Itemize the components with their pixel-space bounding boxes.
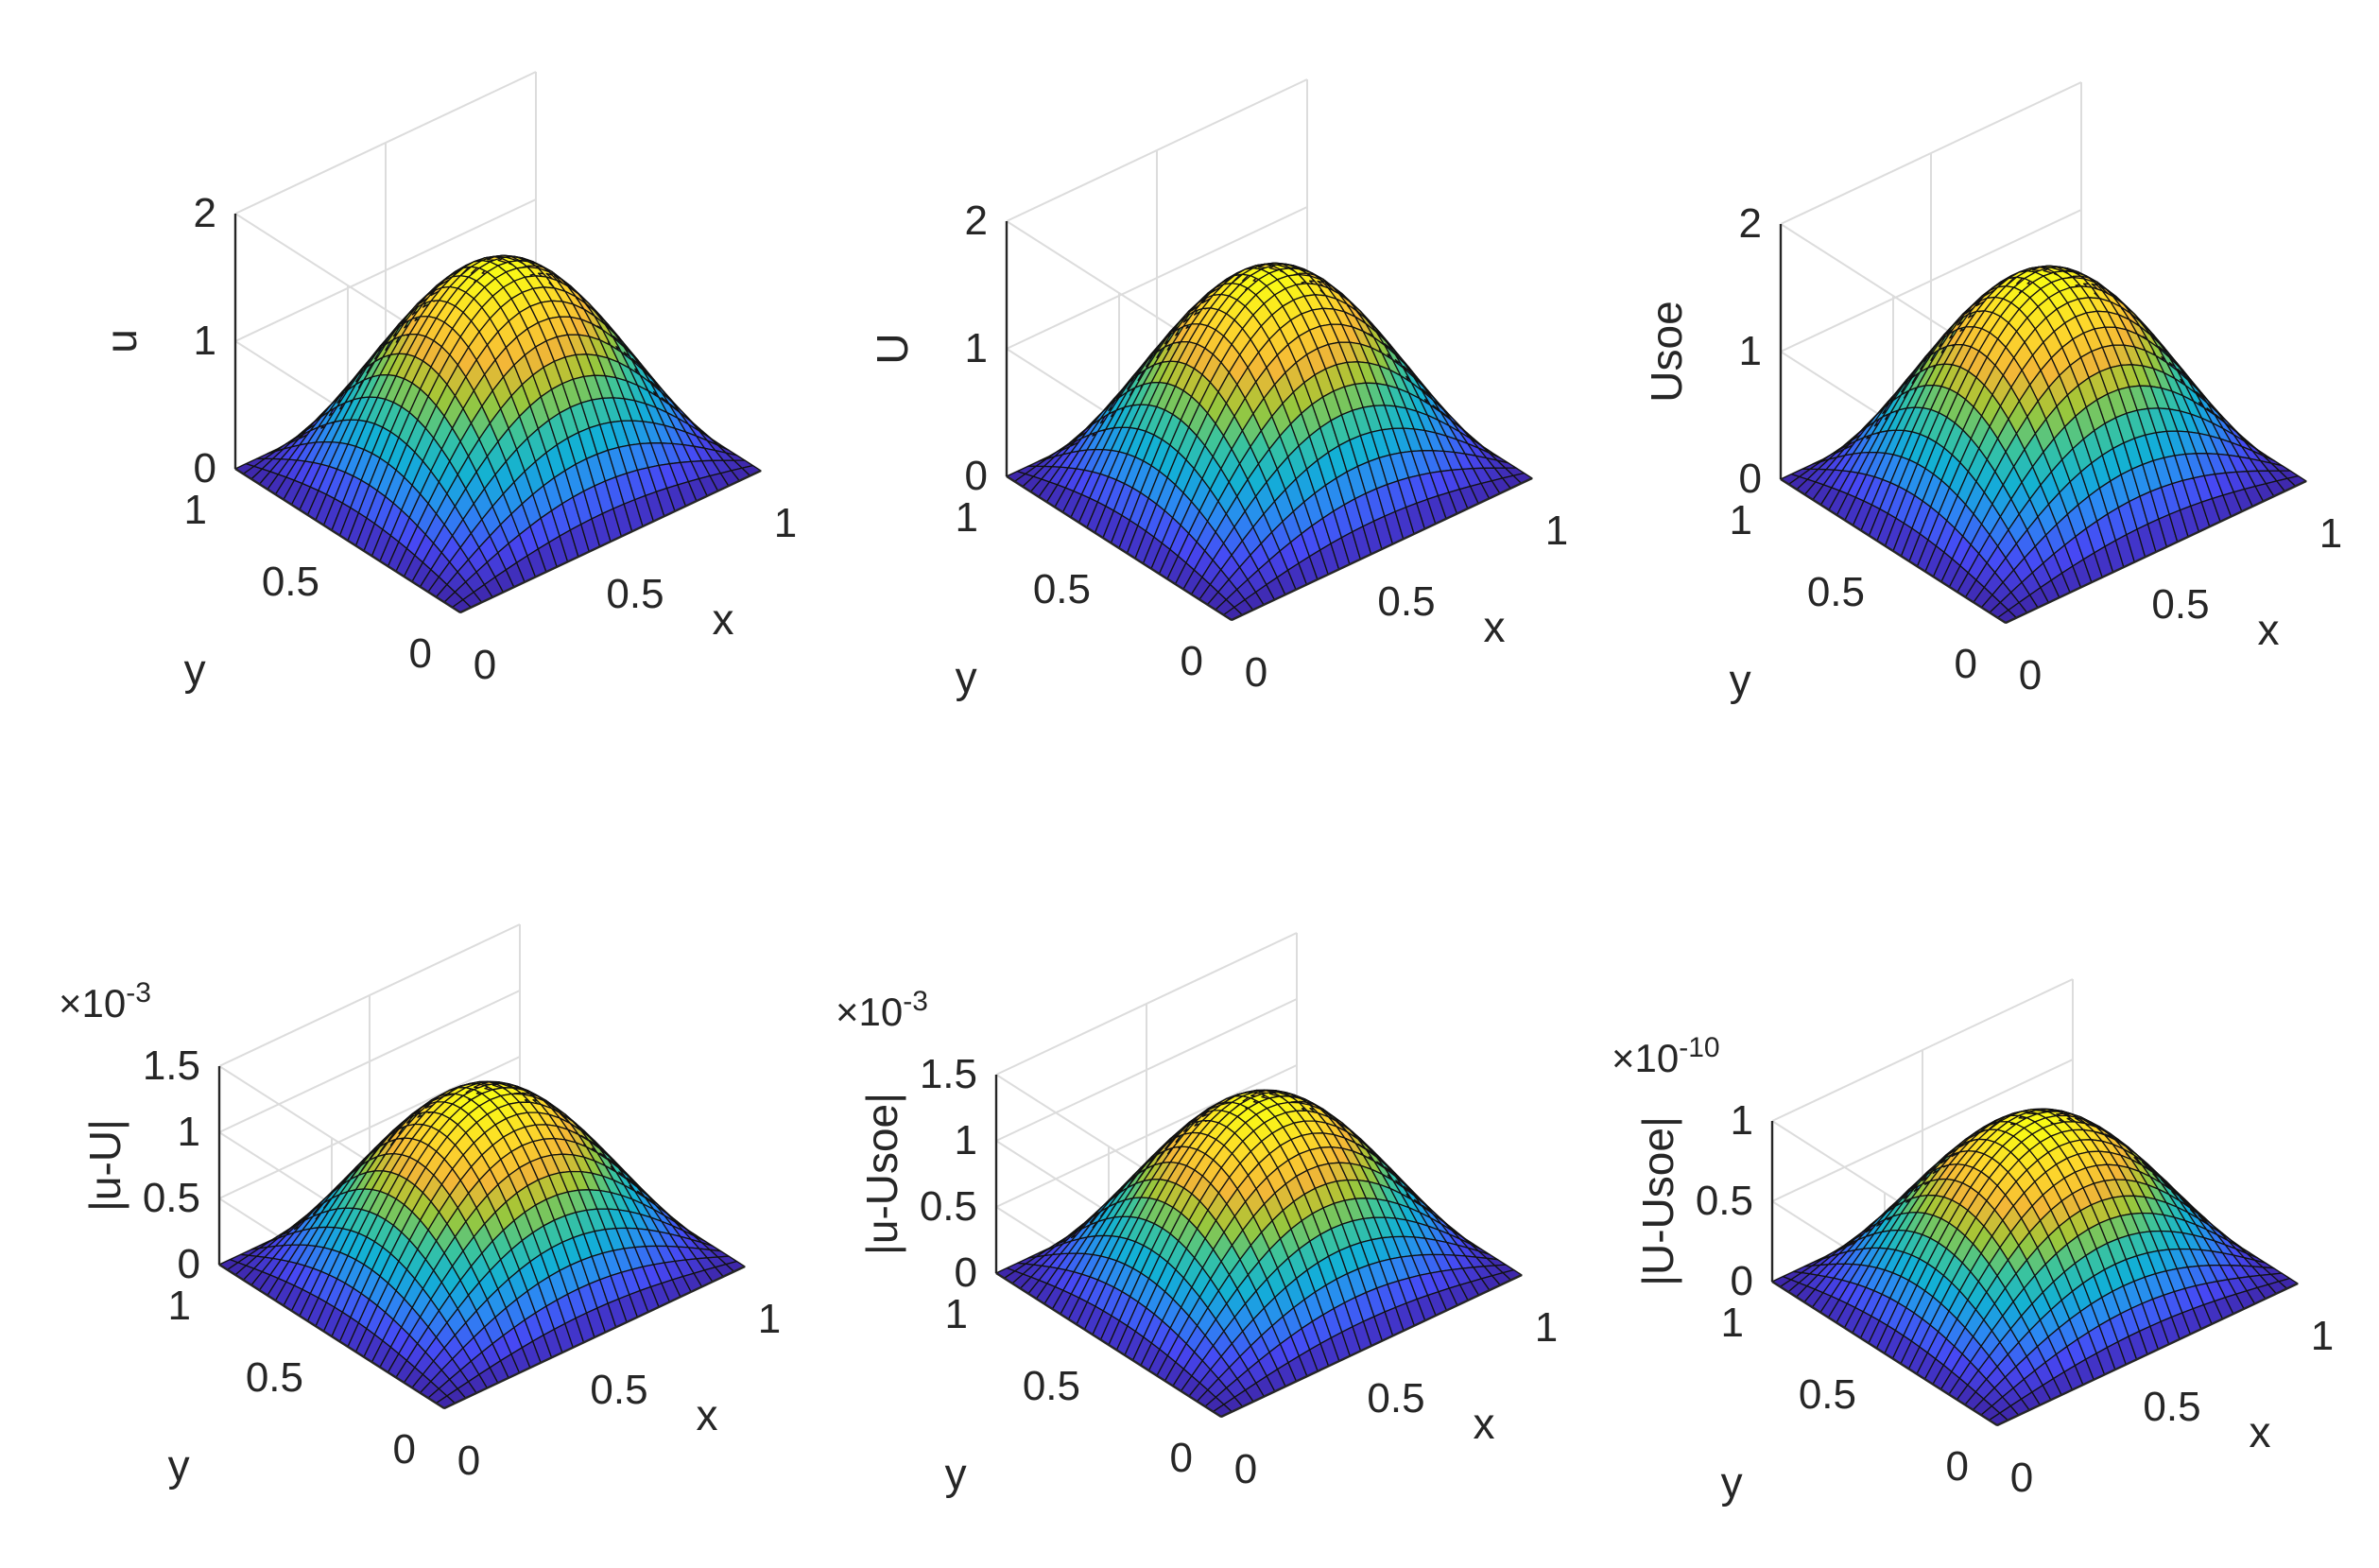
y-axis [234,467,461,614]
x-tick-label: 0.5 [1377,578,1435,625]
y-axis-label: y [956,652,977,701]
x-tick-label: 0.5 [1367,1375,1424,1422]
x-tick-label: 0 [2019,652,2042,698]
z-tick-label: 1 [194,318,216,364]
z-axis-label: |u-U| [80,1119,129,1212]
z-axis-label: |U-Usoe| [1633,1116,1682,1286]
z-tick-label: 2 [965,198,988,244]
y-axis-label: y [168,1440,190,1490]
y-tick-label: 1 [956,494,978,541]
x-tick-label: 1 [2319,510,2342,557]
z-multiplier: ×10-3 [59,977,151,1025]
y-tick-label: 0.5 [246,1354,303,1401]
z-tick-label: 2 [1739,200,1762,247]
z-tick-label: 0 [1731,1258,1753,1304]
x-tick-label: 1 [1535,1304,1558,1351]
z-axis-label: |u-Usoe| [857,1093,906,1255]
y-tick-label: 0 [1170,1435,1193,1481]
x-tick-label: 0.5 [2143,1384,2200,1430]
y-tick-label: 1 [184,487,207,533]
x-tick-label: 0.5 [2151,581,2209,628]
z-tick-label: 0.5 [920,1183,977,1230]
x-axis-label: x [1484,602,1506,651]
z-tick-label: 0 [965,453,988,499]
surface-mesh [1780,265,2307,624]
y-tick-label: 0.5 [1799,1371,1856,1418]
x-tick-label: 1 [758,1296,781,1342]
z-tick-label: 1 [178,1109,200,1155]
z-tick-label: 1 [965,325,988,371]
x-tick-label: 0 [2010,1455,2033,1501]
z-tick-label: 1.5 [143,1042,200,1089]
z-axis-label: u [96,329,146,353]
y-axis-label: y [184,645,206,694]
y-tick-label: 0.5 [1033,566,1091,612]
x-tick-label: 0 [474,642,496,688]
x-tick-label: 0 [1245,649,1267,696]
x-axis [459,469,762,614]
y-axis-label: y [1721,1457,1743,1507]
z-multiplier-exponent: -10 [1679,1032,1719,1063]
z-tick-label: 0.5 [143,1175,200,1221]
z-axis-label: U [868,333,917,364]
x-axis [1231,476,1533,622]
x-tick-label: 1 [774,500,797,546]
y-tick-label: 1 [945,1291,968,1337]
z-tick-label: 0 [955,1249,977,1296]
z-tick-label: 2 [194,190,216,236]
z-multiplier: ×10-10 [1612,1032,1720,1080]
x-tick-label: 0.5 [606,571,664,617]
z-axis-label: Usoe [1642,301,1691,402]
y-tick-label: 1 [1730,497,1752,543]
z-tick-label: 0 [194,445,216,491]
y-tick-label: 1 [1721,1300,1744,1346]
y-tick-label: 0 [393,1426,416,1473]
y-tick-label: 0 [1955,641,1977,687]
y-tick-label: 0.5 [1807,569,1865,615]
z-tick-label: 0.5 [1696,1178,1753,1224]
y-axis-label: y [945,1449,967,1498]
z-multiplier: ×10-3 [836,986,928,1034]
z-tick-label: 0 [1739,456,1762,502]
y-tick-label: 0 [409,630,432,677]
x-tick-label: 0.5 [590,1367,647,1413]
x-tick-label: 0 [457,1438,480,1484]
y-tick-label: 0.5 [1023,1363,1080,1409]
x-axis-label: x [1474,1399,1495,1448]
x-tick-label: 0 [1234,1446,1257,1492]
z-tick-label: 0 [178,1241,200,1287]
z-tick-label: 1 [955,1117,977,1163]
y-axis-label: y [1730,655,1751,704]
x-axis-label: x [697,1390,718,1439]
y-tick-label: 0 [1946,1443,1969,1490]
y-tick-label: 0 [1181,638,1203,684]
x-axis-label: x [2258,605,2280,654]
z-multiplier-exponent: -3 [903,986,928,1017]
surface-mesh [234,254,762,613]
x-axis-label: x [713,594,734,644]
y-tick-label: 1 [168,1283,191,1329]
z-multiplier-exponent: -3 [126,977,151,1008]
z-tick-label: 1 [1731,1097,1753,1144]
x-tick-label: 1 [2311,1313,2334,1359]
y-tick-label: 0.5 [262,559,319,605]
z-tick-label: 1.5 [920,1051,977,1097]
y-axis [1006,474,1233,622]
z-tick-label: 1 [1739,328,1762,374]
x-axis-label: x [2250,1407,2271,1456]
x-tick-label: 1 [1545,508,1568,554]
